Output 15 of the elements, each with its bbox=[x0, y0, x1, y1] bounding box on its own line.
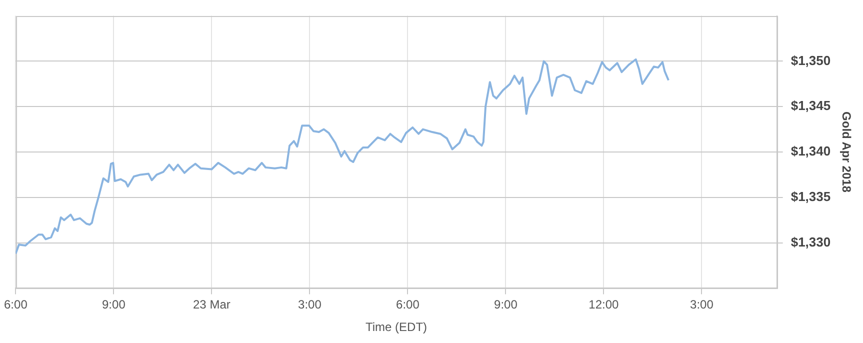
y-tick-label: $1,340 bbox=[790, 144, 831, 159]
y-axis-title: Gold Apr 2018 bbox=[839, 112, 854, 193]
x-tick-label: 6:00 bbox=[396, 298, 420, 312]
y-tick-label: $1,335 bbox=[790, 188, 831, 204]
x-tick-label: 23 Mar bbox=[193, 298, 230, 312]
x-tick-label: 12:00 bbox=[588, 298, 620, 312]
x-tick-label: 3:00 bbox=[298, 298, 322, 312]
y-tick-label: $1,330 bbox=[790, 234, 831, 250]
x-tick-label: 6:00 bbox=[4, 298, 28, 312]
x-axis-title: Time (EDT) bbox=[365, 320, 428, 334]
y-tick-label: $1,345 bbox=[790, 98, 831, 114]
x-tick-label: 9:00 bbox=[494, 298, 518, 312]
y-tick-label: $1,350 bbox=[790, 52, 831, 68]
x-tick-label: 3:00 bbox=[690, 298, 714, 312]
x-tick-label: 9:00 bbox=[102, 298, 126, 312]
